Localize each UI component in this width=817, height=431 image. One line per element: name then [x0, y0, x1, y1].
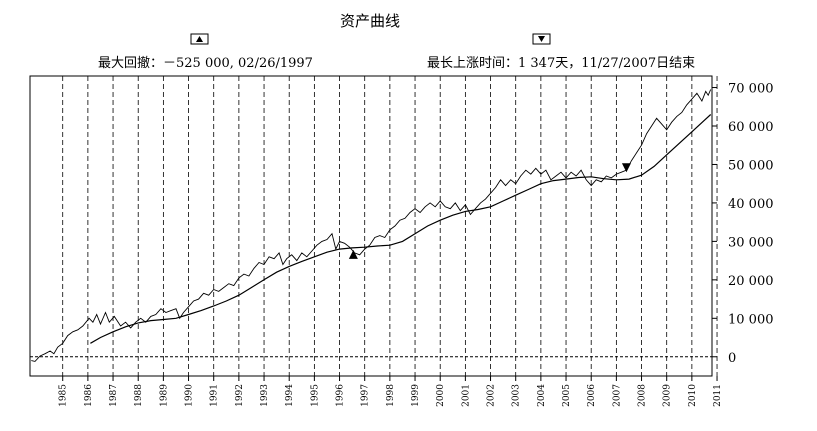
x-tick-label: 1985	[59, 384, 69, 407]
x-tick-label: 1988	[134, 384, 144, 407]
chart-title: 资产曲线	[340, 12, 400, 30]
up-triangle-marker	[348, 249, 358, 259]
y-tick-label: 20 000	[728, 274, 774, 289]
run-up-marker-legend	[532, 33, 551, 45]
x-tick-label: 2002	[487, 384, 497, 407]
x-tick-label: 2005	[562, 384, 572, 407]
x-tick-label: 1994	[285, 384, 295, 407]
x-tick-label: 1991	[210, 384, 220, 407]
down-triangle-marker	[621, 163, 631, 173]
x-tick-label: 1987	[109, 384, 119, 407]
run-up-annotation: 最长上涨时间：1 347天，11/27/2007日结束	[427, 56, 695, 71]
vertical-grid	[62, 76, 718, 376]
x-tick-label: 1995	[310, 384, 320, 407]
chart-markers	[348, 163, 631, 259]
x-tick-label: 2010	[688, 384, 698, 407]
x-tick-label: 1992	[235, 384, 245, 407]
x-axis: 1985 1986 1987 1988 1989 1990 1991 1992 1993 1994…	[59, 376, 723, 407]
y-tick-label: 0	[728, 351, 736, 366]
drawdown-marker-legend	[190, 33, 209, 45]
x-tick-label: 1996	[336, 384, 346, 407]
x-tick-label: 2001	[461, 384, 471, 407]
x-tick-label: 2004	[537, 384, 547, 407]
x-tick-label: 1990	[185, 384, 195, 407]
x-tick-label: 1993	[260, 384, 270, 407]
y-axis: 0 10 000 20 000 30 000 40 000 50 000 60 000 70 …	[712, 82, 774, 366]
x-tick-label: 2007	[612, 384, 622, 407]
plot-frame	[29, 75, 713, 377]
x-tick-label: 2000	[436, 384, 446, 407]
x-tick-label: 1998	[386, 384, 396, 407]
x-tick-label: 1997	[361, 384, 371, 407]
x-tick-label: 1986	[84, 384, 94, 407]
x-tick-label: 1999	[411, 384, 421, 407]
equity-line	[31, 89, 712, 362]
x-tick-label: 2008	[638, 384, 648, 407]
y-tick-label: 10 000	[728, 312, 774, 327]
x-tick-label: 2009	[663, 384, 673, 407]
drawdown-annotation: 最大回撤：－525 000, 02/26/1997	[98, 55, 313, 71]
y-tick-label: 70 000	[728, 82, 774, 97]
y-tick-label: 60 000	[728, 120, 774, 135]
x-tick-label: 2006	[587, 384, 597, 407]
x-tick-label: 2003	[512, 384, 522, 407]
y-tick-label: 40 000	[728, 197, 774, 212]
y-tick-label: 50 000	[728, 158, 774, 173]
moving-average-line	[90, 114, 712, 344]
x-tick-label: 2011	[713, 384, 723, 407]
y-tick-label: 30 000	[728, 235, 774, 250]
x-tick-label: 1989	[159, 384, 169, 407]
